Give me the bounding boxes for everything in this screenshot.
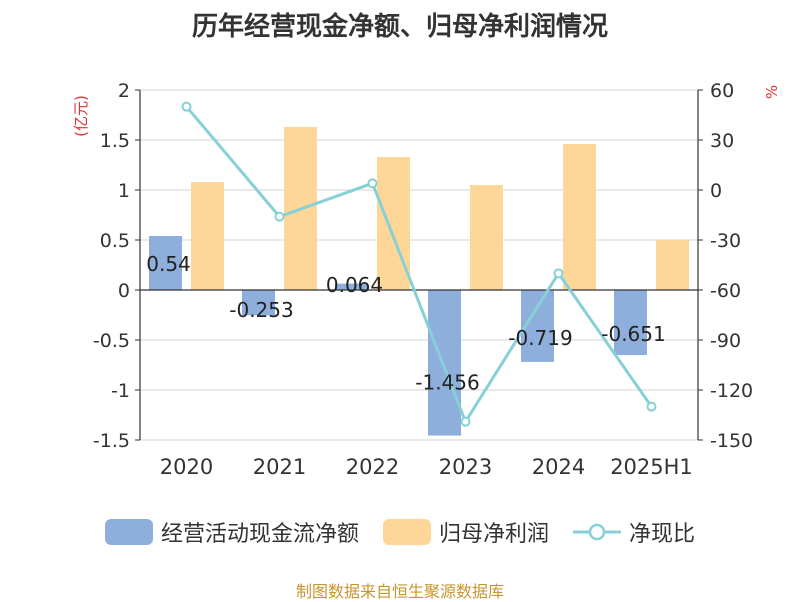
legend-label-cash-flow: 经营活动现金流净额	[160, 522, 359, 547]
ratio-point	[646, 401, 657, 412]
legend-item-ratio[interactable]: 净现比	[573, 516, 695, 548]
left-tick-label: 0	[118, 280, 130, 302]
bar-cash-flow	[149, 236, 182, 290]
right-tick-label: 60	[710, 80, 734, 102]
legend-item-cash-flow[interactable]: 经营活动现金流净额	[104, 516, 359, 548]
bar-net-profit	[656, 240, 689, 290]
ratio-point	[274, 211, 285, 222]
left-tick-label: 1	[118, 180, 130, 202]
data-label-cash-flow: -1.456	[415, 370, 479, 394]
bar-net-profit	[563, 144, 596, 290]
right-tick-label: -30	[710, 230, 741, 252]
bar-net-profit	[191, 182, 224, 290]
data-label-cash-flow: -0.719	[508, 326, 572, 350]
right-tick-label: -60	[710, 280, 741, 302]
data-labels: 0.54 -0.253 0.064 -1.456 -0.719 -0.651	[146, 252, 666, 394]
bar-cash-flow	[614, 290, 647, 356]
x-tick-label: 2021	[253, 455, 306, 479]
left-tick-label: 2	[118, 80, 130, 102]
left-tick-label: -1	[111, 380, 130, 402]
ratio-point	[181, 101, 192, 112]
x-tick-label: 2022	[346, 455, 399, 479]
bar-net-profit	[470, 185, 503, 290]
source-note: 制图数据来自恒生聚源数据库	[295, 582, 504, 601]
legend-swatch-cash-flow	[104, 519, 153, 545]
left-tick-label: -0.5	[93, 330, 130, 352]
bar-cash-flow	[428, 290, 461, 436]
ratio-line-path	[185, 105, 653, 425]
data-label-cash-flow: -0.253	[229, 298, 293, 322]
right-axis-unit: %	[763, 85, 781, 99]
bar-cash-flow	[242, 290, 275, 316]
legend: 经营活动现金流净额 归母净利润 净现比	[0, 516, 800, 548]
left-tick-label: -1.5	[93, 430, 130, 452]
left-tick-label: 1.5	[100, 130, 130, 152]
data-label-cash-flow: 0.54	[146, 252, 191, 276]
chart-title: 历年经营现金净额、归母净利润情况	[191, 12, 608, 42]
grid-lines	[140, 89, 698, 441]
data-label-cash-flow: 0.064	[326, 273, 383, 297]
bar-cash-flow	[335, 283, 368, 290]
right-tick-label: 30	[710, 130, 734, 152]
legend-swatch-ratio	[573, 523, 621, 541]
data-label-cash-flow: -0.651	[601, 322, 665, 346]
bars	[149, 127, 689, 436]
legend-item-net-profit[interactable]: 归母净利润	[382, 516, 549, 548]
ratio-point	[553, 268, 564, 279]
left-axis-unit: (亿元)	[72, 95, 90, 137]
legend-swatch-net-profit	[382, 519, 431, 545]
legend-label-net-profit: 归母净利润	[438, 522, 549, 547]
left-tick-label: 0.5	[100, 230, 130, 252]
axes: 2 1.5 1 0.5 0 -0.5 -1 -1.5 60 30 0 -30 -60 -90 -120 -15…	[93, 80, 753, 479]
x-tick-label: 2020	[160, 455, 213, 479]
right-tick-label: -150	[710, 430, 753, 452]
ratio-line	[181, 101, 657, 427]
legend-label-ratio: 净现比	[629, 522, 696, 547]
ratio-point	[460, 416, 471, 427]
right-tick-label: -120	[710, 380, 753, 402]
x-tick-label: 2024	[532, 455, 585, 479]
x-tick-label: 2025H1	[610, 455, 693, 479]
right-tick-label: 0	[710, 180, 722, 202]
x-tick-label: 2023	[439, 455, 492, 479]
ratio-point	[367, 178, 378, 189]
right-tick-label: -90	[710, 330, 741, 352]
